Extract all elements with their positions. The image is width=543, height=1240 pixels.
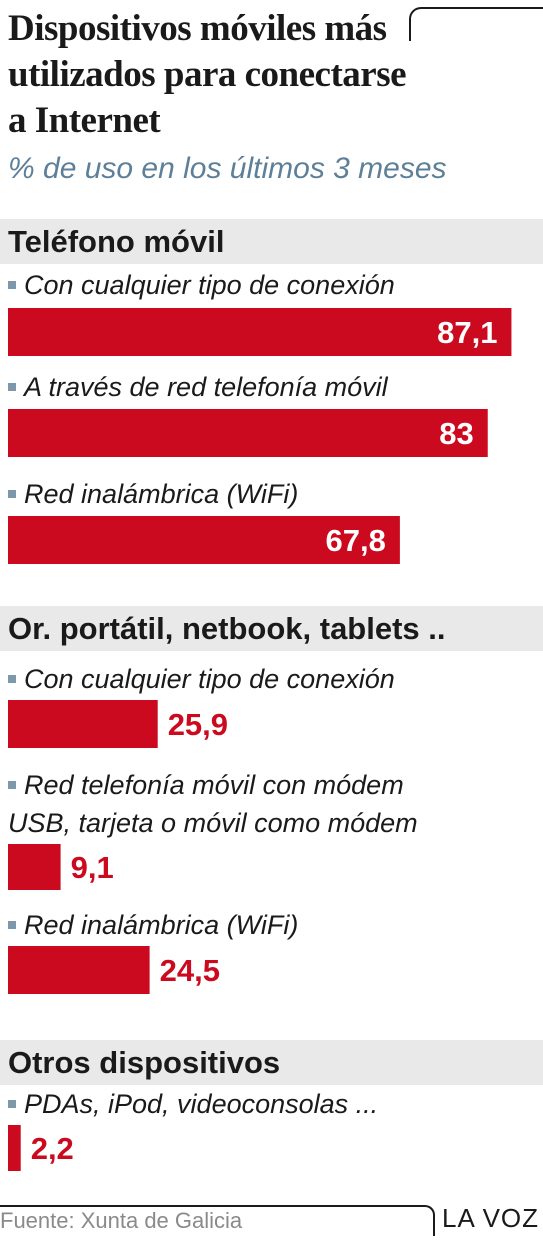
bar — [8, 844, 61, 890]
section-header-otros: Otros dispositivos — [0, 1040, 543, 1085]
bullet-icon — [8, 489, 16, 498]
bar-value-label: 83 — [439, 416, 473, 451]
bar-label: Red telefonía móvil con módem USB, tarjet… — [8, 770, 418, 838]
bar-value-label: 87,1 — [437, 315, 497, 350]
bullet-icon — [8, 780, 16, 789]
brand-logo-text: LA VOZ — [442, 1203, 540, 1233]
source-note: Fuente: Xunta de Galicia — [0, 1208, 243, 1233]
bar-label: Con cualquier tipo de conexión — [8, 660, 395, 698]
bar-label: Red inalámbrica (WiFi) — [8, 475, 298, 513]
bullet-icon — [8, 920, 16, 929]
bar-label: Con cualquier tipo de conexión — [8, 266, 395, 304]
bullet-icon — [8, 1099, 16, 1108]
bar-label: Red inalámbrica (WiFi) — [8, 906, 298, 944]
bar-value-label: 67,8 — [326, 523, 386, 558]
bar-label: A través de red telefonía móvil — [8, 368, 388, 406]
footer-corner — [423, 1205, 435, 1236]
bar — [8, 409, 488, 457]
bullet-icon — [8, 382, 16, 391]
bar-value-label: 25,9 — [168, 707, 228, 742]
corner-decoration — [409, 7, 543, 41]
bullet-icon — [8, 674, 16, 683]
section-header-portatil: Or. portátil, netbook, tablets .. — [0, 606, 543, 651]
bar — [8, 1125, 21, 1171]
bar — [8, 516, 400, 564]
bullet-icon — [8, 280, 16, 289]
bar — [8, 700, 158, 748]
bar-value-label: 2,2 — [31, 1131, 74, 1166]
bar — [8, 946, 150, 994]
bar-label: PDAs, iPod, videoconsolas ... — [8, 1085, 378, 1123]
chart-title: Dispositivos móviles más utilizados para… — [8, 8, 407, 141]
section-header-telefono-movil: Teléfono móvil — [0, 219, 543, 264]
footer-rule — [0, 1205, 425, 1207]
bar-value-label: 9,1 — [71, 850, 114, 885]
chart-subtitle: % de uso en los últimos 3 meses — [8, 152, 447, 185]
bar-value-label: 24,5 — [160, 953, 220, 988]
bar — [8, 308, 512, 356]
